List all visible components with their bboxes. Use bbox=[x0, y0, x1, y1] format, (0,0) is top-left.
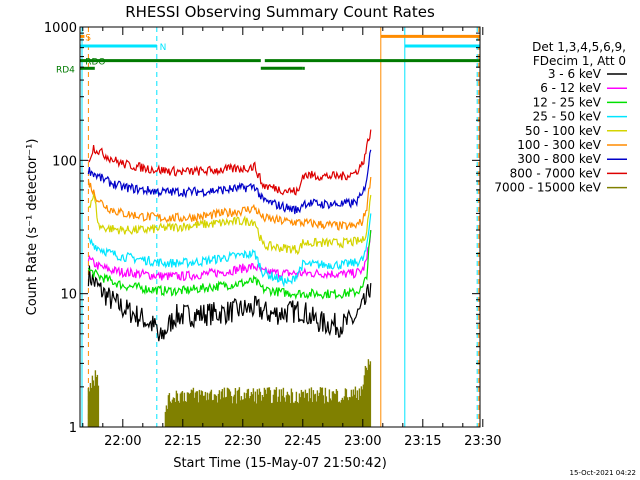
series-line bbox=[87, 265, 372, 342]
chart-title: RHESSI Observing Summary Count Rates bbox=[125, 3, 435, 21]
y-tick-label: 1 bbox=[69, 421, 77, 436]
footer-timestamp: 15-Oct-2021 04:22 bbox=[570, 469, 636, 477]
x-tick-label: 22:15 bbox=[164, 434, 201, 449]
y-tick-label: 100 bbox=[52, 154, 77, 169]
series-line bbox=[87, 176, 372, 231]
flag-label: RD4 bbox=[56, 65, 75, 75]
x-tick-label: 23:15 bbox=[404, 434, 441, 449]
x-tick-label: 23:00 bbox=[344, 434, 381, 449]
x-axis-label: Start Time (15-May-07 21:50:42) bbox=[173, 456, 387, 471]
legend: Det 1,3,4,5,6,9,FDecim 1, Att 03 - 6 keV… bbox=[494, 40, 627, 195]
y-tick-label: 10 bbox=[60, 288, 77, 303]
series-line bbox=[88, 213, 372, 288]
legend-header: FDecim 1, Att 0 bbox=[533, 54, 626, 68]
series-line bbox=[87, 149, 372, 215]
series-line bbox=[87, 129, 372, 196]
legend-entry-label: 12 - 25 keV bbox=[533, 95, 602, 109]
x-tick-label: 23:30 bbox=[464, 434, 501, 449]
y-tick-label: 1000 bbox=[44, 21, 77, 36]
x-tick-label: 22:45 bbox=[284, 434, 321, 449]
legend-entry-label: 300 - 800 keV bbox=[517, 152, 601, 166]
x-tick-label: 22:00 bbox=[104, 434, 141, 449]
series-lines bbox=[87, 129, 372, 427]
flag-label: S bbox=[85, 33, 91, 43]
series-line bbox=[87, 230, 372, 301]
flag-label: RDO bbox=[85, 58, 105, 68]
observing-flags: S N RDO RD4 bbox=[56, 27, 480, 427]
series-line bbox=[87, 192, 372, 256]
legend-entry-label: 3 - 6 keV bbox=[548, 67, 602, 81]
plot-border bbox=[79, 26, 481, 428]
legend-entry-label: 100 - 300 keV bbox=[517, 138, 601, 152]
legend-header: Det 1,3,4,5,6,9, bbox=[532, 40, 626, 54]
plot-frame bbox=[79, 26, 481, 428]
legend-entry-label: 7000 - 15000 keV bbox=[494, 181, 601, 195]
y-axis-label: Count Rate (s⁻¹ detector⁻¹) bbox=[25, 139, 40, 316]
series-7000-15000-kev bbox=[87, 359, 372, 427]
flag-label: N bbox=[160, 43, 167, 53]
legend-entry-label: 25 - 50 keV bbox=[533, 110, 602, 124]
legend-entry-label: 50 - 100 keV bbox=[525, 124, 602, 138]
x-tick-label: 22:30 bbox=[224, 434, 261, 449]
legend-entry-label: 800 - 7000 keV bbox=[510, 166, 602, 180]
axes: 1 10 100 1000 22:00 22:15 22:30 22:45 23:00 23:15… bbox=[44, 21, 502, 449]
series-line bbox=[87, 230, 372, 282]
legend-entry-label: 6 - 12 keV bbox=[540, 81, 602, 95]
